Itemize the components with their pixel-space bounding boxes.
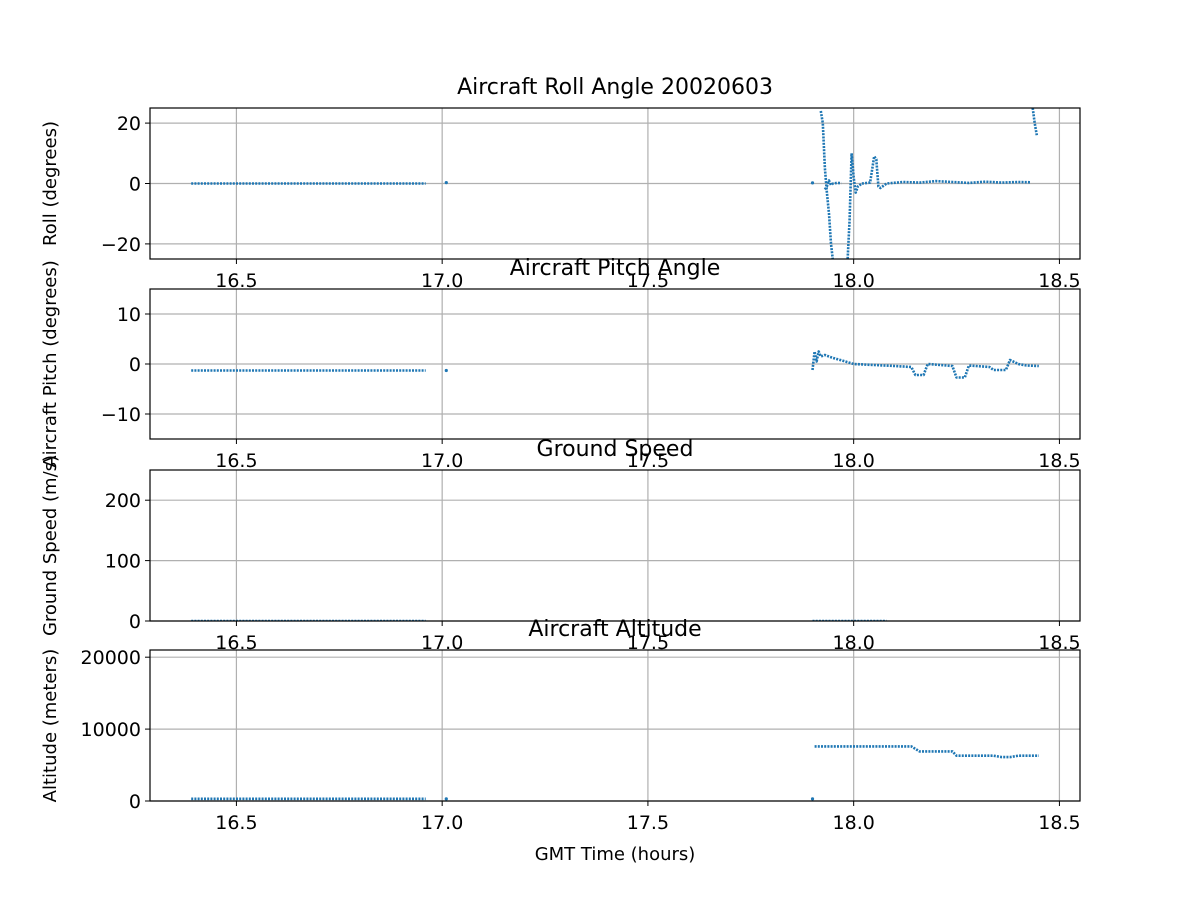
x-tick-label: 17.0 bbox=[421, 270, 463, 292]
x-tick-label: 17.5 bbox=[627, 450, 669, 472]
axes-frame bbox=[149, 649, 1081, 802]
subplot-panels: 16.5 17.0 17.5 18.0 18.5 −20 0 20 Aircraft Roll … bbox=[40, 75, 1081, 865]
data-point bbox=[444, 180, 448, 185]
y-tick-label: 0 bbox=[129, 174, 141, 196]
y-tick-label: 0 bbox=[129, 354, 141, 376]
data-trace bbox=[846, 152, 863, 259]
x-tick-label: 18.0 bbox=[833, 632, 875, 654]
subplot-title: Aircraft Roll Angle 20020603 bbox=[457, 75, 773, 100]
data-point bbox=[444, 368, 448, 373]
x-tick-label: 16.5 bbox=[215, 450, 257, 472]
subplot-title: Ground Speed bbox=[537, 437, 694, 462]
data-series bbox=[191, 745, 1039, 801]
y-tick-label: 10 bbox=[117, 304, 141, 326]
subplot-1: 16.5 17.0 17.5 18.0 18.5 −20 0 20 Aircraft Roll … bbox=[40, 75, 1081, 292]
y-axis-label: Altitude (meters) bbox=[40, 649, 61, 803]
data-trace bbox=[819, 110, 835, 259]
y-tick-label: −10 bbox=[101, 404, 141, 426]
data-trace bbox=[811, 350, 1039, 379]
data-trace bbox=[1031, 108, 1039, 136]
subplot-title: Aircraft Altitude bbox=[528, 617, 701, 642]
x-tick-label: 18.5 bbox=[1038, 450, 1080, 472]
subplot-2: 16.5 17.0 17.5 18.0 18.5 −10 0 10 Aircraft Pitch… bbox=[40, 256, 1081, 472]
x-axis-label: GMT Time (hours) bbox=[535, 844, 696, 865]
subplot-title: Aircraft Pitch Angle bbox=[510, 256, 720, 281]
data-trace bbox=[823, 179, 842, 191]
y-tick-label: 20 bbox=[117, 113, 141, 135]
y-axis-label: Aircraft Pitch (degrees) bbox=[40, 260, 61, 468]
x-tick-label: 18.5 bbox=[1038, 632, 1080, 654]
x-tick-label: 17.5 bbox=[627, 632, 669, 654]
x-tick-label: 16.5 bbox=[215, 812, 257, 834]
subplot-4: 16.5 17.0 17.5 18.0 18.5 0 10000 20000 Aircraft … bbox=[40, 617, 1081, 865]
y-axis-label: Ground Speed (m/s) bbox=[40, 455, 61, 636]
x-tick-label: 18.5 bbox=[1038, 270, 1080, 292]
x-tick-label: 17.0 bbox=[421, 632, 463, 654]
y-tick-label: 0 bbox=[129, 611, 141, 633]
data-trace bbox=[814, 745, 1039, 759]
y-tick-label: 0 bbox=[129, 791, 141, 813]
x-tick-label: 16.5 bbox=[215, 632, 257, 654]
x-tick-label: 18.0 bbox=[833, 812, 875, 834]
y-tick-label: 20000 bbox=[81, 647, 141, 669]
x-tick-label: 17.0 bbox=[421, 812, 463, 834]
data-point bbox=[810, 181, 815, 185]
data-point bbox=[444, 797, 448, 801]
data-point bbox=[810, 797, 815, 801]
y-axis-label: Roll (degrees) bbox=[40, 121, 61, 246]
x-tick-label: 16.5 bbox=[215, 270, 257, 292]
axes-frame bbox=[149, 469, 1081, 622]
data-trace bbox=[861, 155, 1031, 190]
y-tick-label: 10000 bbox=[81, 719, 141, 741]
y-tick-label: −20 bbox=[101, 234, 141, 256]
x-tick-label: 18.0 bbox=[833, 270, 875, 292]
subplot-3: 16.5 17.0 17.5 18.0 18.5 0 100 200 Ground Speed G… bbox=[40, 437, 1081, 654]
x-tick-label: 17.5 bbox=[627, 812, 669, 834]
x-tick-label: 18.5 bbox=[1038, 812, 1080, 834]
data-series bbox=[191, 108, 1039, 259]
x-tick-label: 17.5 bbox=[627, 270, 669, 292]
data-series bbox=[191, 350, 1039, 379]
x-tick-label: 17.0 bbox=[421, 450, 463, 472]
x-tick-label: 18.0 bbox=[833, 450, 875, 472]
y-tick-label: 100 bbox=[105, 551, 141, 573]
y-tick-label: 200 bbox=[105, 490, 141, 512]
